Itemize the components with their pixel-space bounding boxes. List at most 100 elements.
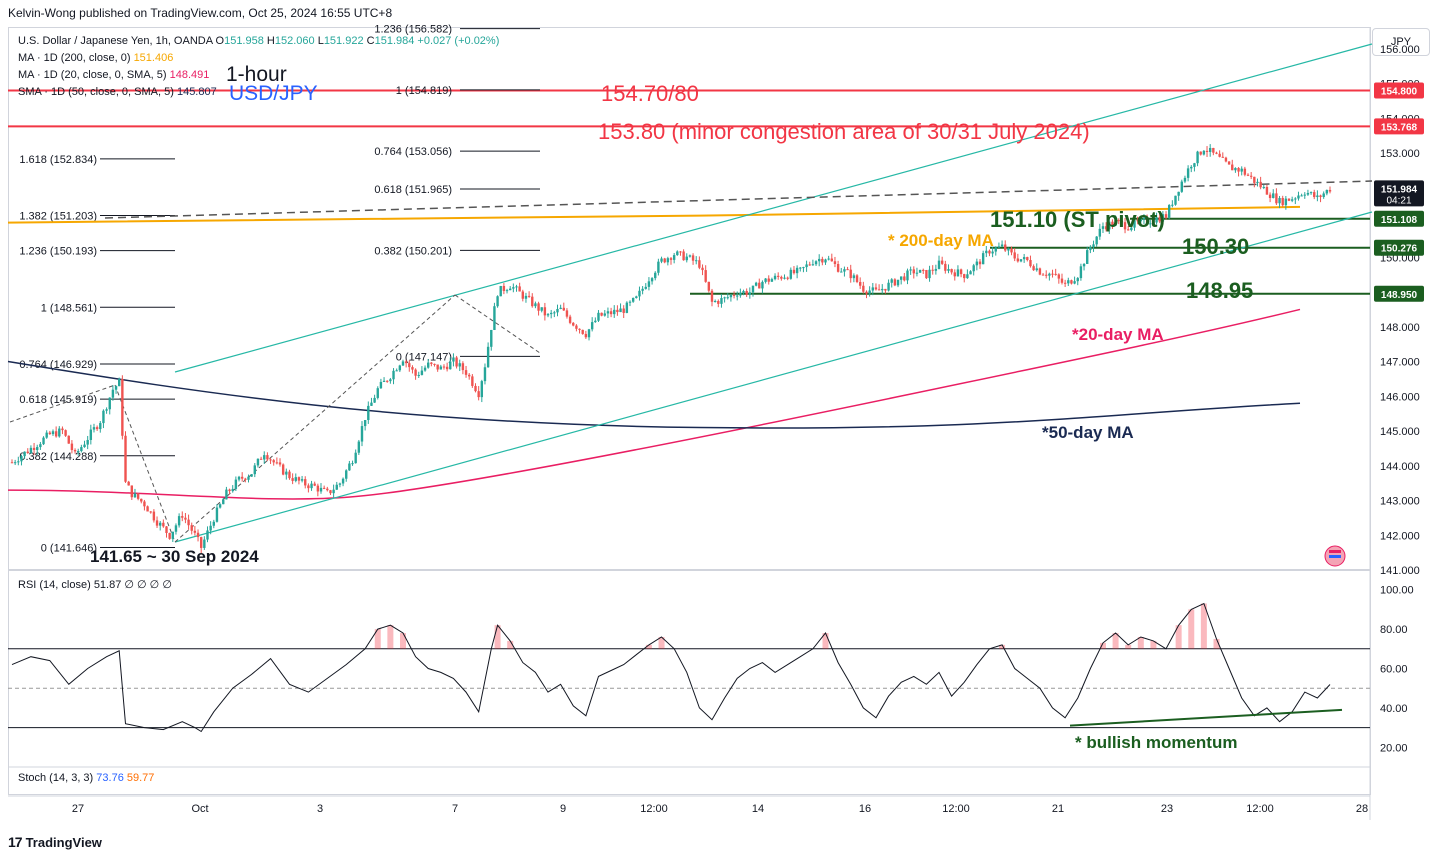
annotation-r2: 153.80 (minor congestion area of 30/31 J… — [598, 119, 1090, 144]
fib-right-label: 0.764 (153.056) — [374, 146, 452, 158]
candle-body — [505, 290, 509, 292]
candle-body — [679, 251, 682, 253]
candle-body — [1149, 223, 1152, 225]
candle-body — [792, 269, 796, 274]
candle-body — [906, 270, 909, 281]
candle-body — [811, 264, 815, 266]
candle-body — [1000, 244, 1004, 247]
currency-button[interactable]: JPY — [1372, 28, 1430, 56]
rsi-line — [11, 602, 1331, 733]
candle-body — [121, 378, 124, 436]
candle-body — [13, 462, 17, 464]
candle-body — [868, 290, 871, 294]
candle-body — [455, 357, 458, 367]
candle-body — [430, 362, 433, 364]
legend-ma20-row[interactable]: MA · 1D (20, close, 0, SMA, 5) 148.491 — [18, 69, 209, 81]
candle-body — [408, 363, 411, 368]
fib-right-label: 1 (154.819) — [396, 85, 452, 97]
price-label-box — [1374, 118, 1424, 135]
time-tick-label: 3 — [317, 803, 323, 815]
candle-body — [1070, 280, 1073, 284]
publisher-header: Kelvin-Wong published on TradingView.com… — [8, 6, 393, 20]
candle-body — [1145, 217, 1149, 224]
candle-body — [45, 432, 48, 438]
candle-body — [515, 286, 518, 288]
candle-body — [770, 279, 774, 282]
candle-body — [1268, 194, 1272, 198]
candle-body — [310, 483, 313, 489]
candle-body — [802, 267, 805, 269]
candle-body — [950, 269, 953, 273]
time-tick-label: Oct — [191, 803, 208, 815]
economic-calendar-flag-icon[interactable] — [1324, 545, 1346, 567]
candle-body — [660, 258, 663, 262]
candle-body — [799, 267, 802, 269]
candle-body — [146, 506, 149, 512]
candle-body — [433, 363, 436, 365]
candle-body — [609, 311, 613, 315]
candle-body — [534, 303, 537, 307]
candle-body — [556, 308, 559, 313]
candle-body — [499, 285, 502, 297]
candle-body — [657, 261, 660, 273]
candle-body — [1328, 189, 1332, 192]
price-tick-label: 156.000 — [1380, 44, 1420, 56]
candle-body — [628, 301, 632, 303]
candle-body — [379, 381, 383, 389]
candle-body — [250, 474, 253, 477]
annotation-ma200: * 200-day MA — [888, 231, 994, 250]
legend-stoch-row[interactable]: Stoch (14, 3, 3) 73.76 59.77 — [18, 772, 154, 784]
candle-body — [830, 258, 834, 262]
candle-body — [329, 490, 332, 494]
candle-body — [1322, 193, 1325, 197]
candle-body — [638, 290, 641, 297]
legend-symbol[interactable]: U.S. Dollar / Japanese Yen, 1h, OANDA — [18, 35, 213, 47]
candle-body — [64, 430, 67, 436]
candle-body — [789, 269, 793, 279]
legend-ma200-row[interactable]: MA · 1D (200, close, 0) 151.406 — [18, 52, 173, 64]
legend-sma50-row[interactable]: SMA · 1D (50, close, 0, SMA, 5) 145.807 — [18, 86, 217, 98]
price-label-countdown: 04:21 — [1386, 195, 1411, 206]
candle-body — [1262, 186, 1265, 188]
candle-body — [521, 291, 525, 299]
candle-body — [824, 259, 827, 263]
candle-body — [313, 483, 316, 486]
candle-body — [256, 458, 260, 466]
price-label-box — [1374, 239, 1424, 256]
legend-l-label: L — [317, 35, 324, 47]
candle-body — [468, 374, 471, 377]
candle-body — [67, 435, 70, 444]
legend-o-label: O — [215, 35, 225, 47]
time-tick-label: 9 — [560, 803, 566, 815]
candle-body — [773, 275, 777, 280]
candle-body — [650, 278, 654, 282]
candle-body — [871, 287, 874, 291]
candle-body — [669, 258, 673, 260]
candle-body — [322, 487, 326, 489]
time-tick-label: 27 — [72, 803, 84, 815]
candle-body — [559, 307, 562, 309]
candle-body — [1035, 268, 1038, 271]
candle-body — [127, 481, 130, 486]
candle-body — [392, 370, 395, 380]
candle-body — [1164, 214, 1168, 218]
candle-body — [493, 306, 496, 330]
candle-body — [162, 522, 165, 527]
legend-rsi: RSI (14, close) — [18, 579, 91, 591]
fib-right-label: 1.236 (156.582) — [374, 24, 452, 36]
candle-body — [1092, 244, 1095, 248]
candle-body — [1212, 147, 1215, 153]
footer-brand[interactable]: 17 TradingView — [8, 834, 102, 850]
candle-body — [572, 322, 575, 326]
candle-body — [590, 322, 594, 330]
candle-body — [1297, 195, 1300, 199]
candle-body — [417, 374, 420, 376]
candle-body — [130, 485, 134, 498]
candle-body — [263, 455, 266, 460]
legend-rsi-row[interactable]: RSI (14, close) 51.87 ∅ ∅ ∅ ∅ — [18, 578, 172, 591]
candle-body — [940, 260, 944, 264]
candle-body — [1174, 195, 1177, 205]
candle-body — [978, 261, 982, 265]
price-label-box — [1374, 82, 1424, 99]
